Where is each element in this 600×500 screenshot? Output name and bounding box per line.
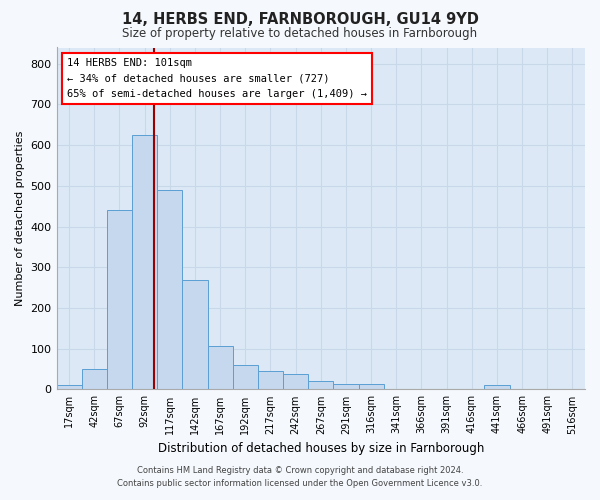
Bar xyxy=(182,280,208,390)
X-axis label: Distribution of detached houses by size in Farnborough: Distribution of detached houses by size … xyxy=(158,442,484,455)
Bar xyxy=(157,190,182,390)
Text: 14, HERBS END, FARNBOROUGH, GU14 9YD: 14, HERBS END, FARNBOROUGH, GU14 9YD xyxy=(122,12,478,28)
Bar xyxy=(359,384,383,390)
Bar xyxy=(484,386,509,390)
Bar xyxy=(283,374,308,390)
Bar xyxy=(258,371,283,390)
Bar xyxy=(334,384,359,390)
Bar xyxy=(132,135,157,390)
Text: 14 HERBS END: 101sqm
← 34% of detached houses are smaller (727)
65% of semi-deta: 14 HERBS END: 101sqm ← 34% of detached h… xyxy=(67,58,367,99)
Text: Contains HM Land Registry data © Crown copyright and database right 2024.
Contai: Contains HM Land Registry data © Crown c… xyxy=(118,466,482,487)
Y-axis label: Number of detached properties: Number of detached properties xyxy=(15,131,25,306)
Bar xyxy=(233,365,258,390)
Text: Size of property relative to detached houses in Farnborough: Size of property relative to detached ho… xyxy=(122,28,478,40)
Bar xyxy=(82,369,107,390)
Bar xyxy=(208,346,233,390)
Bar xyxy=(107,210,132,390)
Bar xyxy=(56,386,82,390)
Bar xyxy=(308,382,334,390)
